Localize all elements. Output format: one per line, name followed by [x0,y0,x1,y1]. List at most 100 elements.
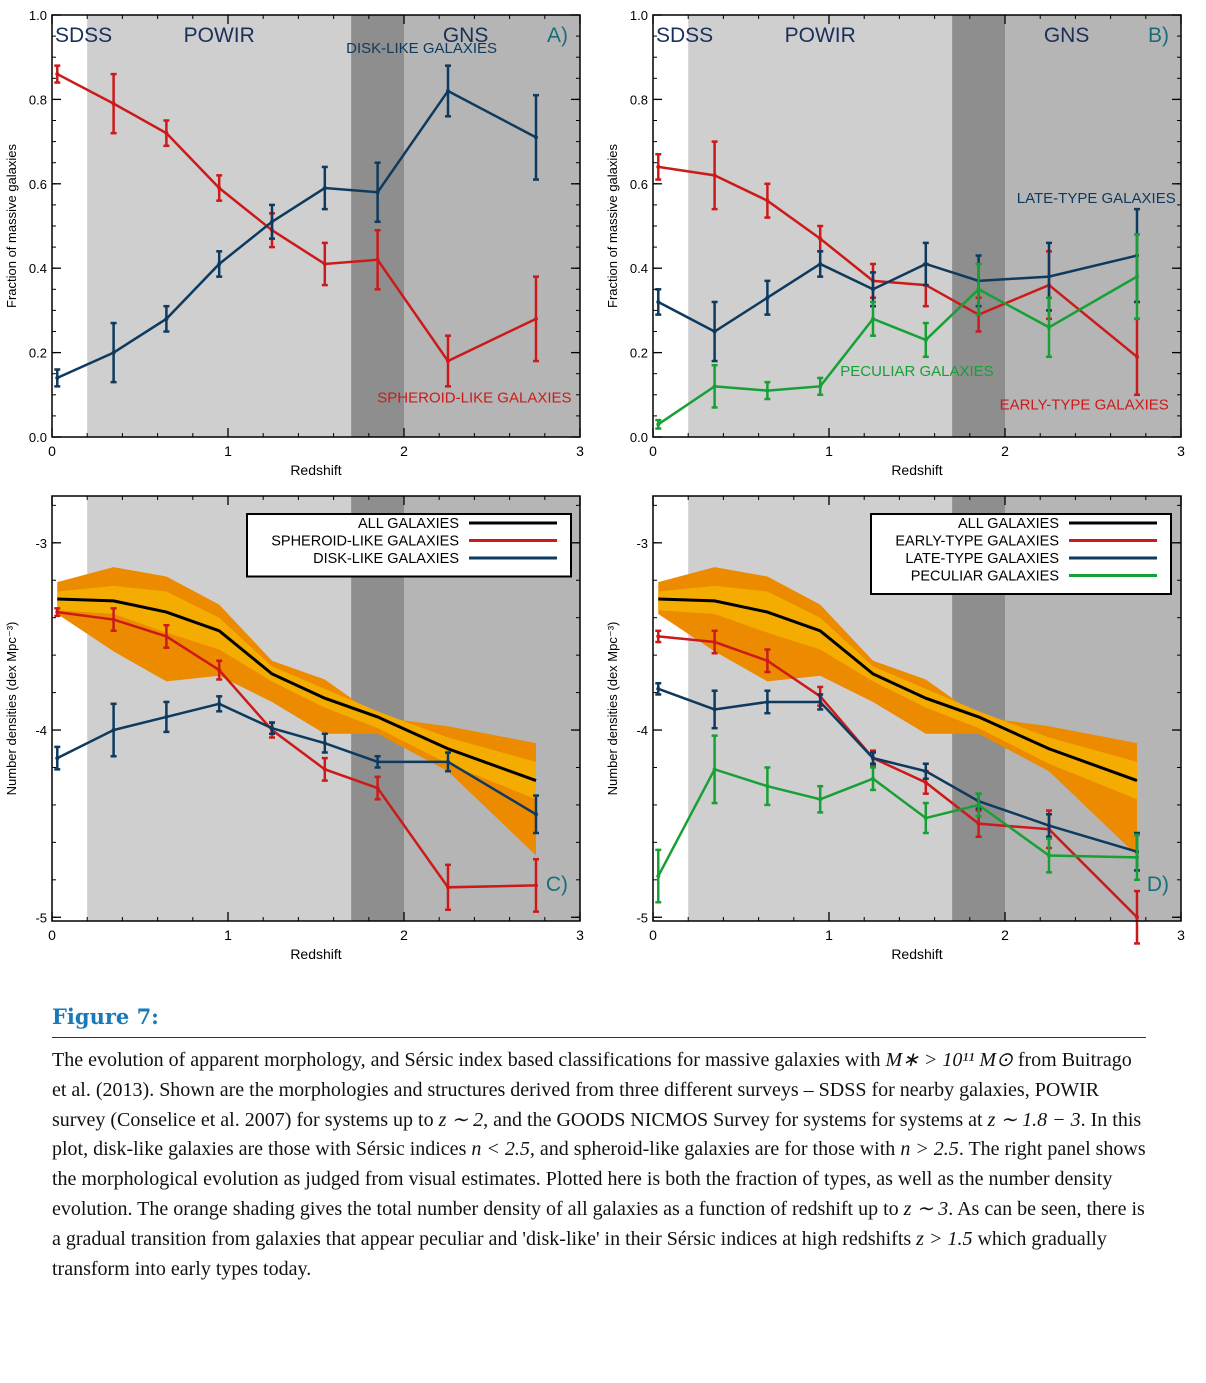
series-label-peculiar: PECULIAR GALAXIES [840,363,993,380]
x-tick-label: 3 [1177,443,1185,459]
y-tick-label: -4 [35,723,47,738]
error-bar [445,863,451,912]
survey-label: SDSS [656,24,713,47]
overlap-region [952,15,1005,437]
error-bar [533,857,539,913]
x-axis-label: Redshift [891,462,942,478]
data-point [871,776,875,781]
error-bar [533,275,539,363]
data-point [375,190,380,195]
data-point [111,101,116,106]
y-tick-label: -4 [636,723,648,738]
error-bar [922,762,929,780]
data-point [217,701,222,706]
error-bar [870,300,876,337]
x-tick-label: 1 [825,443,833,459]
panel-label: A) [547,24,568,47]
error-bar [216,659,223,681]
data-point [1047,853,1051,858]
x-tick-label: 3 [576,443,584,459]
error-bar [445,751,451,773]
y-tick-label: 0.0 [29,430,47,445]
error-bar [216,250,223,278]
data-point [712,173,717,178]
panel-b: SDSS POWIR GNS 0 1 2 3 0.0 0.2 0.4 0.6 0.8 1.0 Redshi… [605,8,1185,478]
data-point [712,767,717,772]
data-point [923,261,928,266]
error-bar [269,203,275,240]
error-bar [655,629,662,644]
error-bar [445,334,451,388]
error-bar [445,64,451,118]
error-bar [764,279,771,316]
data-point [765,699,770,704]
error-bar [54,607,61,618]
y-axis-label: Number densities (dex Mpc⁻³) [605,622,620,796]
x-tick-label: 0 [48,927,56,943]
data-point [923,337,928,342]
error-bar [269,721,275,736]
error-bar [374,228,381,291]
data-point [217,186,222,191]
y-tick-label: 0.8 [29,92,47,107]
data-point [322,741,327,746]
y-tick-label: -5 [636,910,648,925]
panel-d: 0 1 2 3 -5 -4 -3 Redshift Number densities (dex … [605,495,1185,962]
y-tick-label: -5 [35,910,47,925]
figure-label: Figure 7: [52,1004,1146,1038]
caption-part: which gradually transform into early typ… [52,1227,1107,1280]
error-bar [374,754,381,769]
data-point [976,287,981,292]
data-point [818,797,823,802]
caption-part: , and the GOODS NICMOS Survey for system… [483,1108,988,1131]
y-tick-label: 0.0 [630,430,648,445]
y-tick-label: 0.6 [630,177,648,192]
error-bar [163,304,170,333]
data-point [446,759,450,764]
caption-part: . As can be seen, there is a gradual tra… [52,1197,1145,1250]
error-bar [764,766,771,807]
series-line [658,597,1138,782]
error-bar [321,241,328,287]
error-bar [817,784,824,814]
error-bar [321,165,328,211]
error-bar [321,732,328,754]
error-bar [1046,296,1052,359]
error-bar [655,848,662,904]
data-point [446,885,450,890]
caption-math: M∗ > 10¹¹ M⊙ [885,1049,1013,1071]
data-point [55,610,60,615]
error-bar [711,364,718,409]
error-bar [975,262,982,316]
panel-a: SDSS POWIR GNS 0 1 2 3 0.0 0.2 0.4 0.6 0.8 1.0 Redshi… [4,8,584,478]
y-axis-label: Fraction of massive galaxies [4,143,19,308]
x-axis-label: Redshift [290,462,341,478]
data-point [656,164,661,169]
data-point [1135,855,1139,860]
data-point [871,756,875,761]
error-bar [1046,813,1052,838]
error-bar [110,702,117,758]
error-bar [817,250,824,278]
density-band-inner [658,585,1137,800]
series-label-early: EARLY-TYPE GALAXIES [1000,397,1169,414]
error-bar [655,153,662,181]
error-bar [54,64,61,84]
error-bar [110,607,117,633]
y-tick-label: 0.2 [630,346,648,361]
y-tick-label: 0.2 [29,346,47,361]
legend-entry-label: PECULIAR GALAXIES [911,569,1059,585]
data-point [446,88,450,93]
series-label-disk: DISK-LIKE GALAXIES [346,40,497,57]
x-tick-label: 2 [400,927,408,943]
legend-entry-label: ALL GALAXIES [358,516,459,532]
y-tick-label: -3 [636,536,648,551]
data-point [1135,274,1139,279]
error-bar [655,288,662,316]
data-point [818,261,823,266]
error-bar [711,140,718,211]
error-bar [110,321,117,384]
error-bar [374,161,381,224]
plot-frame [51,495,581,922]
data-point [1047,823,1051,828]
